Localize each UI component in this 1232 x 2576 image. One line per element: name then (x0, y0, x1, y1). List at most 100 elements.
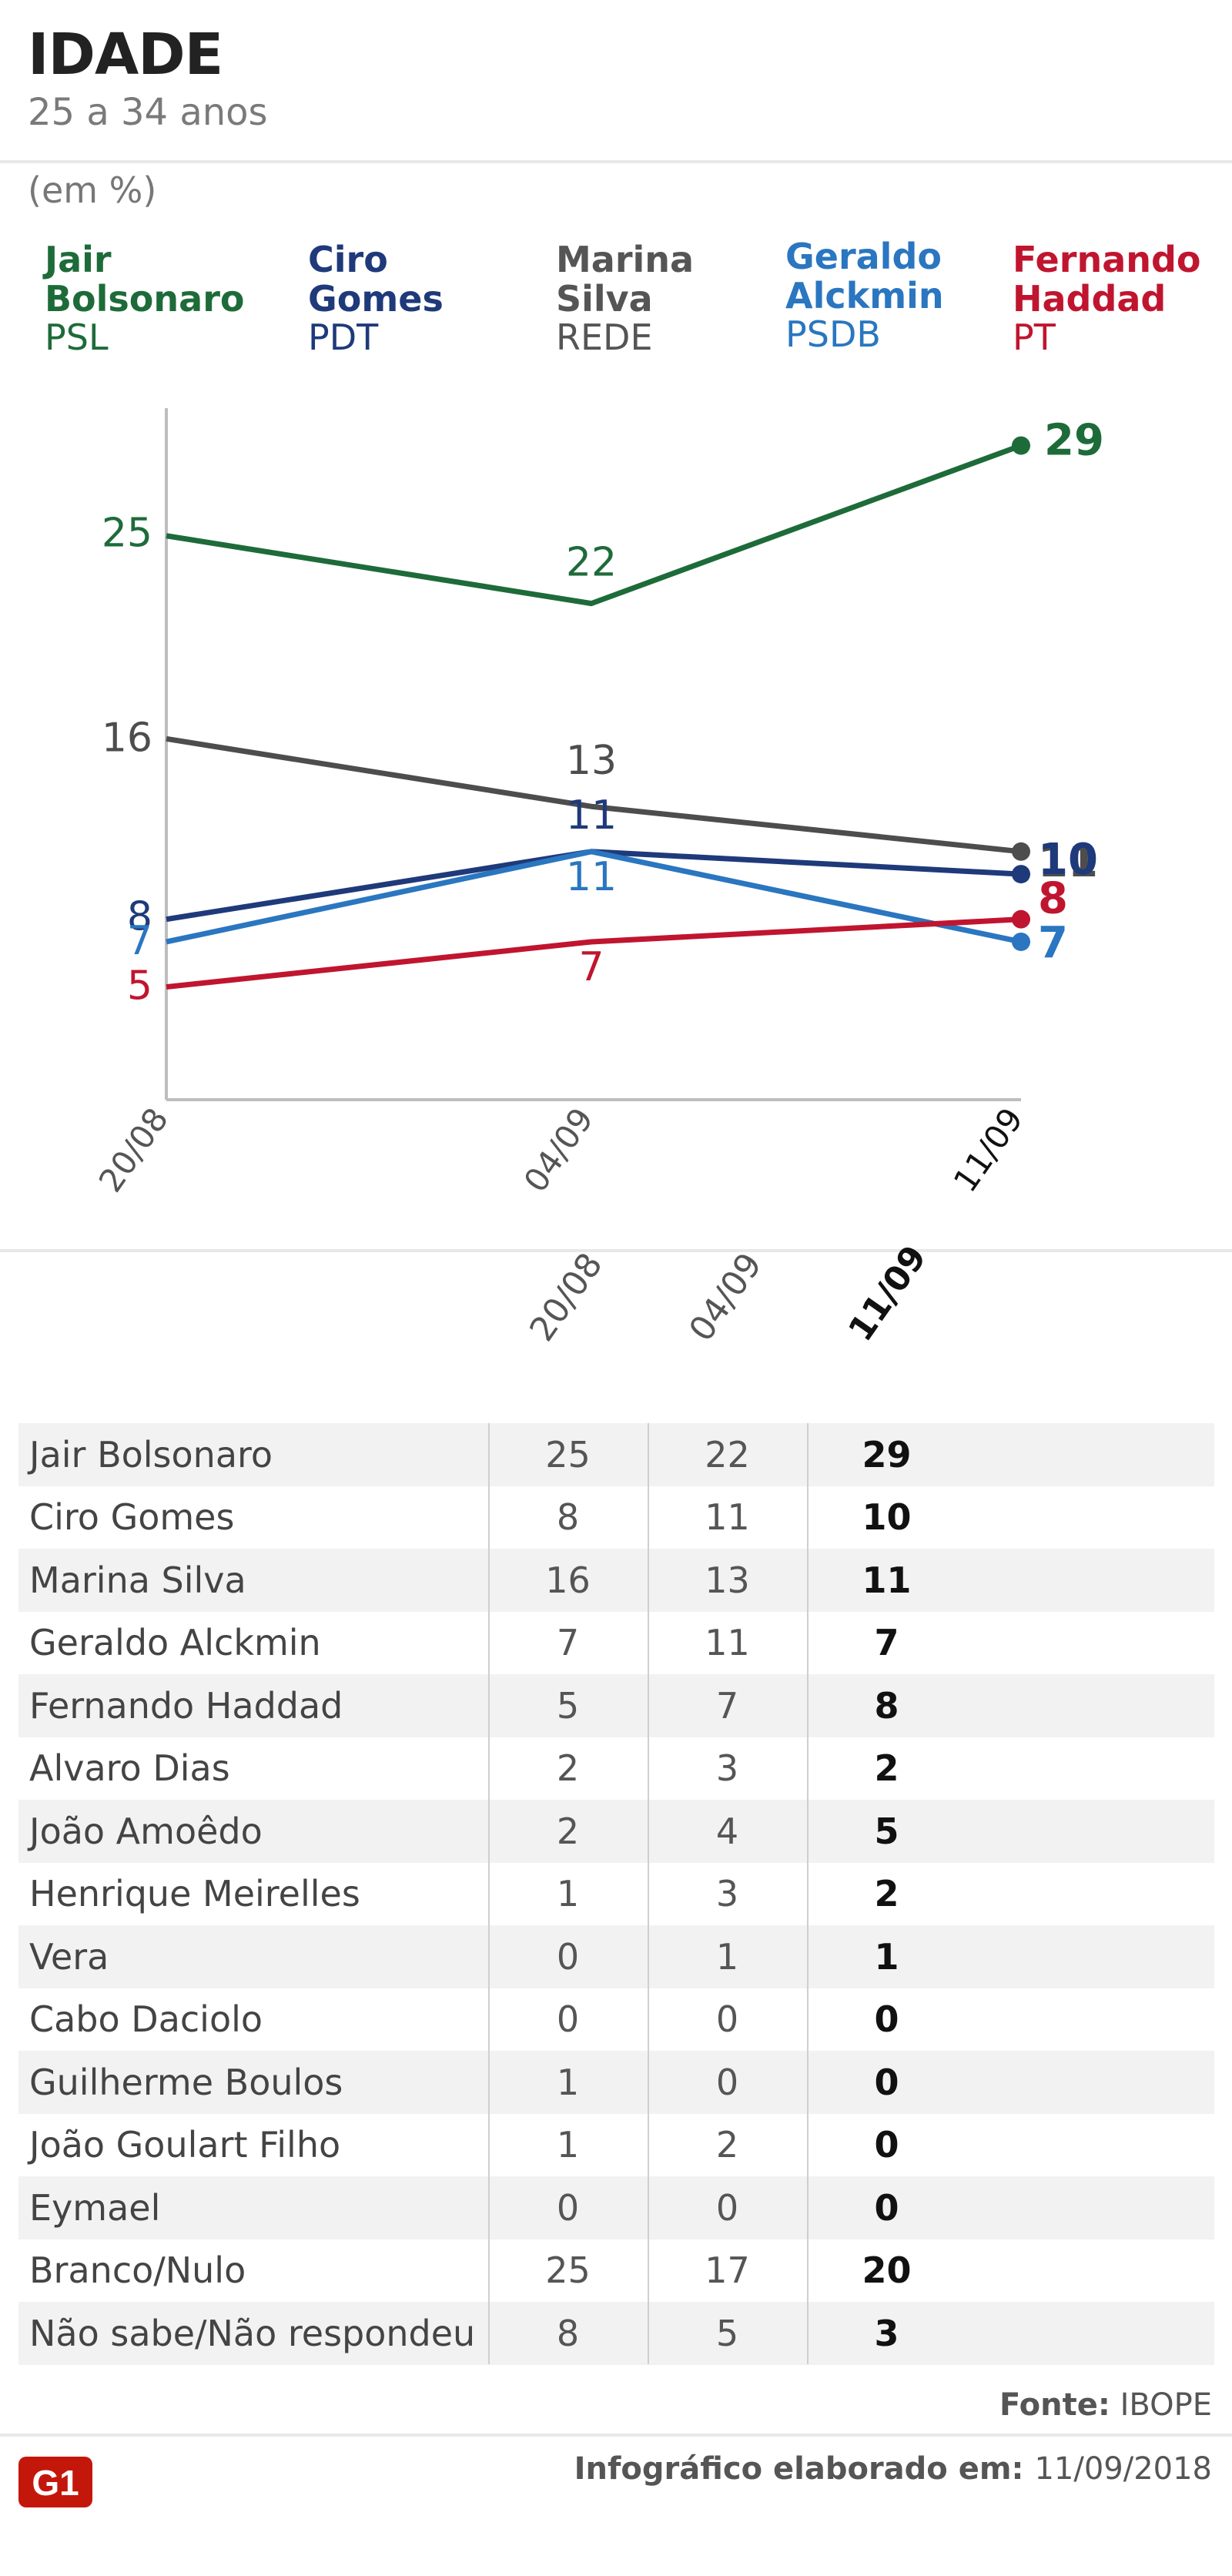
divider (0, 160, 1232, 163)
table-row: Henrique Meirelles 1 3 2 (18, 1863, 1214, 1926)
series-line (166, 735, 1022, 855)
table-col-header: 11/09 (841, 1238, 935, 1348)
table-row: Geraldo Alckmin 7 11 7 (18, 1612, 1214, 1675)
row-candidate-name: Marina Silva (29, 1559, 246, 1601)
data-label: 11 (566, 792, 617, 839)
unit-label: (em %) (28, 169, 157, 211)
table-row: Alvaro Dias 2 3 2 (18, 1737, 1214, 1801)
row-value: 1 (715, 1935, 739, 1978)
row-value: 2 (556, 1810, 580, 1852)
series-end-point (1012, 436, 1030, 455)
divider (0, 1249, 1232, 1252)
row-value: 20 (862, 2249, 912, 2292)
table-col-divider (488, 1423, 490, 2364)
row-candidate-name: João Goulart Filho (29, 2124, 341, 2166)
table-col-header: 20/08 (522, 1245, 611, 1348)
row-value: 8 (556, 1496, 580, 1539)
row-value: 0 (715, 1998, 739, 2041)
row-value: 22 (705, 1433, 750, 1476)
source-note: Fonte: IBOPE (999, 2387, 1212, 2423)
data-label: 7 (578, 944, 604, 990)
x-tick-label: 20/08 (92, 1101, 176, 1199)
series-line (166, 916, 1022, 990)
data-label: 11 (566, 854, 617, 900)
table-row: João Amoêdo 2 4 5 (18, 1800, 1214, 1863)
row-value: 7 (715, 1684, 739, 1727)
series-end-point (1012, 909, 1030, 929)
legend-item-marina: Marina Silva REDE (556, 240, 694, 357)
row-value: 0 (874, 1998, 899, 2041)
legend-name: Jair Bolsonaro (45, 239, 245, 320)
legend-item-alckmin: Geraldo Alckmin PSDB (785, 237, 944, 354)
legend-item-bolsonaro: Jair Bolsonaro PSL (45, 240, 245, 357)
row-candidate-name: Guilherme Boulos (29, 2061, 343, 2103)
legend-party: PDT (308, 317, 379, 359)
data-label: 22 (566, 540, 617, 586)
table-row: Não sabe/Não respondeu 8 5 3 (18, 2302, 1214, 2365)
row-value: 16 (545, 1559, 591, 1601)
table-row: Guilherme Boulos 1 0 0 (18, 2051, 1214, 2114)
row-value: 17 (705, 2249, 750, 2292)
legend-name: Marina Silva (556, 239, 695, 320)
table-row: Eymael 0 0 0 (18, 2176, 1214, 2239)
row-value: 0 (556, 1998, 580, 2041)
row-candidate-name: João Amoêdo (29, 1810, 263, 1852)
row-value: 25 (545, 1433, 591, 1476)
row-value: 8 (556, 2312, 580, 2354)
data-label: 10 (1038, 835, 1098, 885)
row-value: 0 (556, 1935, 580, 1978)
row-value: 0 (715, 2061, 739, 2103)
series-end-point (1012, 865, 1030, 884)
row-value: 1 (556, 1873, 580, 1915)
row-value: 1 (556, 2061, 580, 2103)
row-value: 1 (874, 1935, 899, 1978)
table-col-header: 04/09 (681, 1245, 770, 1348)
row-value: 2 (874, 1873, 899, 1915)
divider (0, 2434, 1232, 2437)
legend-item-haddad: Fernando Haddad PT (1013, 240, 1201, 357)
data-label: 25 (102, 511, 152, 557)
row-value: 3 (715, 1873, 739, 1915)
credit-date: 11/09/2018 (1034, 2451, 1212, 2487)
credit-label: Infográfico elaborado em: (574, 2451, 1024, 2487)
page-subtitle: 25 a 34 anos (28, 91, 268, 134)
row-candidate-name: Não sabe/Não respondeu (29, 2312, 476, 2354)
row-candidate-name: Ciro Gomes (29, 1496, 235, 1539)
legend-party: PSDB (785, 313, 881, 356)
row-value: 7 (556, 1622, 580, 1664)
logo-text: G1 (32, 2463, 79, 2503)
row-value: 0 (874, 2124, 899, 2166)
row-value: 5 (715, 2312, 739, 2354)
row-candidate-name: Branco/Nulo (29, 2249, 246, 2292)
table-col-divider (807, 1423, 808, 2364)
row-value: 1 (556, 2124, 580, 2166)
data-label: 11 (1038, 837, 1098, 887)
row-candidate-name: Jair Bolsonaro (29, 1433, 273, 1476)
source-value: IBOPE (1120, 2387, 1212, 2423)
row-value: 2 (715, 2124, 739, 2166)
row-candidate-name: Eymael (29, 2186, 161, 2229)
data-label: 8 (127, 894, 152, 940)
legend-name: Fernando Haddad (1013, 239, 1201, 320)
x-tick-label: 04/09 (517, 1101, 601, 1199)
table-row: Ciro Gomes 8 11 10 (18, 1486, 1214, 1549)
series-end-point (1012, 932, 1030, 951)
row-value: 11 (862, 1559, 912, 1601)
row-candidate-name: Vera (29, 1935, 109, 1978)
row-candidate-name: Cabo Daciolo (29, 1998, 263, 2041)
page-title: IDADE (28, 22, 223, 88)
row-value: 11 (705, 1622, 750, 1664)
row-value: 11 (705, 1496, 750, 1539)
series-end-point (1012, 842, 1030, 861)
row-candidate-name: Geraldo Alckmin (29, 1622, 321, 1664)
table-row: Marina Silva 16 13 11 (18, 1549, 1214, 1612)
g1-logo: G1 (18, 2457, 92, 2507)
data-label: 8 (1038, 874, 1068, 924)
data-label: 29 (1044, 416, 1104, 466)
credit-note: Infográfico elaborado em: 11/09/2018 (574, 2451, 1212, 2487)
legend-party: REDE (556, 317, 653, 359)
row-value: 0 (715, 2186, 739, 2229)
row-candidate-name: Alvaro Dias (29, 1747, 230, 1790)
data-label: 7 (127, 918, 152, 964)
